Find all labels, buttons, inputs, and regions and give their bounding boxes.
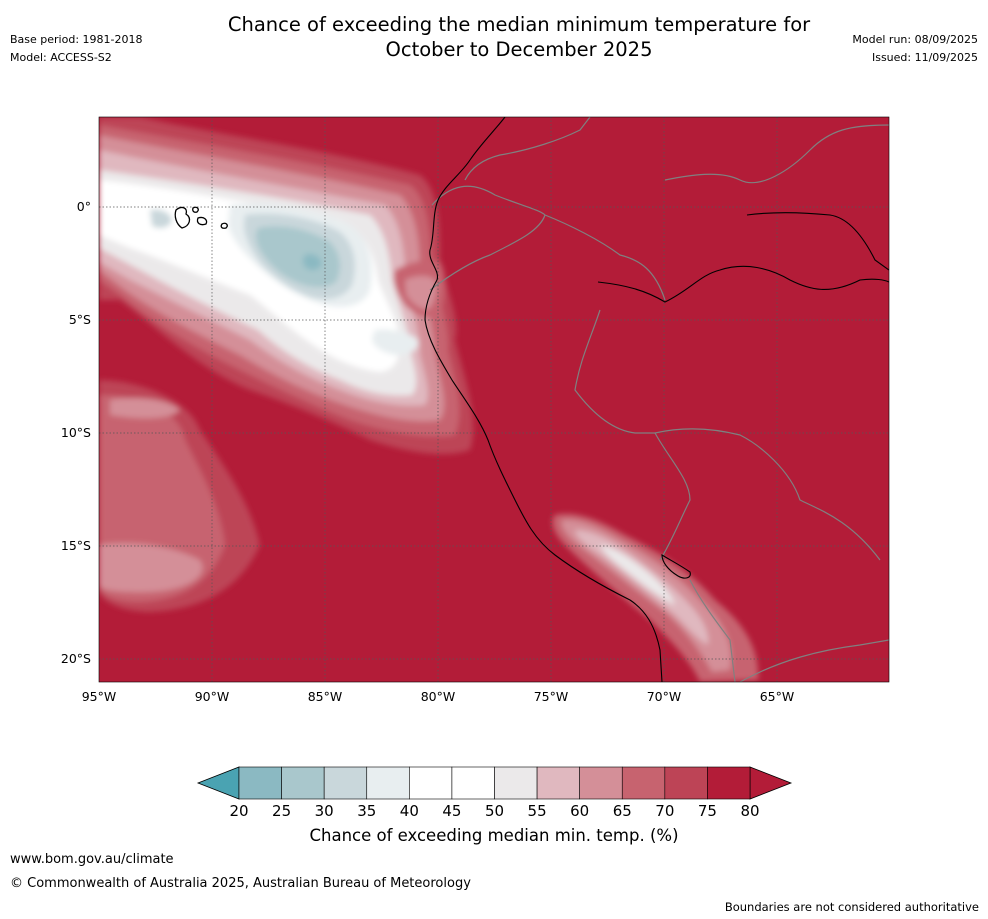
- colorbar-tick: 45: [442, 802, 461, 820]
- border-colombia-venezuela: [464, 117, 591, 181]
- coast-amazon-north: [746, 212, 889, 271]
- colorbar-tick: 80: [740, 802, 759, 820]
- colorbar-segment: [238, 766, 282, 800]
- band-30: [302, 253, 322, 271]
- lon-label: 85°W: [308, 689, 343, 704]
- coast-pacific: [424, 117, 663, 682]
- colorbar-segments: [238, 766, 751, 800]
- footer-url: www.bom.gov.au/climate: [10, 852, 174, 867]
- band-40-west: [150, 209, 172, 228]
- colorbar-segment: [494, 766, 538, 800]
- colorbar-tick: 65: [613, 802, 632, 820]
- colorbar: 20 25 30 35 40 45 50 55 60 65 70 75 80: [196, 766, 793, 820]
- issued-label: Issued: 11/09/2025: [871, 51, 978, 64]
- border-peru-brazil: [574, 309, 655, 434]
- colorbar-tick: 55: [528, 802, 547, 820]
- lon-label: 70°W: [647, 689, 682, 704]
- lon-label: 65°W: [760, 689, 795, 704]
- band-65-south: [99, 543, 203, 593]
- colorbar-segment: [451, 766, 495, 800]
- latitude-labels: 0° 5°S 10°S 15°S 20°S: [61, 199, 91, 666]
- national-borders: [429, 117, 889, 682]
- longitude-labels: 95°W 90°W 85°W 80°W 75°W 70°W 65°W: [82, 689, 795, 704]
- footer-copyright: © Commonwealth of Australia 2025, Austra…: [10, 876, 471, 891]
- border-bolivia-brazil: [654, 428, 881, 561]
- island-san-cristobal: [220, 222, 228, 229]
- colorbar-tick: 20: [229, 802, 248, 820]
- lat-label: 20°S: [61, 651, 91, 666]
- colorbar-tick-labels: 20 25 30 35 40 45 50 55 60 65 70 75 80: [229, 802, 759, 820]
- colorbar-segment: [707, 766, 751, 800]
- map-area: [99, 117, 889, 682]
- title-line-2: October to December 2025: [385, 38, 653, 61]
- lon-label: 95°W: [82, 689, 117, 704]
- band-45-east: [372, 329, 419, 355]
- colorbar-segment: [621, 766, 666, 800]
- graticule: [99, 117, 889, 682]
- colorbar-segment: [281, 766, 325, 800]
- colorbar-over-arrow: [749, 766, 793, 800]
- coast-amazon-river: [597, 265, 889, 303]
- probability-shading: [99, 117, 759, 682]
- colorbar-segment: [323, 766, 368, 800]
- border-bolivia-argentina: [739, 639, 889, 682]
- island-santa-cruz: [196, 216, 208, 226]
- border-venezuela-brazil: [664, 124, 889, 184]
- colorbar-title: Chance of exceeding median min. temp. (%…: [309, 826, 679, 845]
- island-isabela: [174, 206, 191, 229]
- colorbar-segment: [366, 766, 410, 800]
- colorbar-segment: [536, 766, 580, 800]
- island-santiago: [192, 206, 199, 213]
- meta-left: Base period: 1981-2018 Model: ACCESS-S2: [10, 31, 142, 67]
- lon-label: 80°W: [421, 689, 456, 704]
- lon-label: 90°W: [195, 689, 230, 704]
- colorbar-segment: [579, 766, 623, 800]
- meta-right: Model run: 08/09/2025 Issued: 11/09/2025: [852, 31, 978, 67]
- lake-titicaca: [661, 554, 691, 579]
- title-line-1: Chance of exceeding the median minimum t…: [227, 13, 811, 36]
- base-period-label: Base period: 1981-2018: [10, 33, 143, 46]
- band-south-coast-55: [600, 545, 675, 605]
- lat-label: 5°S: [69, 312, 91, 327]
- band-35: [255, 226, 340, 288]
- colorbar-tick: 30: [315, 802, 334, 820]
- colorbar-segment: [409, 766, 453, 800]
- band-65-mid: [110, 398, 180, 419]
- map-frame: [98, 116, 890, 683]
- model-label: Model: ACCESS-S2: [10, 51, 112, 64]
- border-colombia-ecuador: [431, 185, 546, 216]
- colorbar-tick: 70: [655, 802, 674, 820]
- coastlines: [424, 117, 889, 682]
- colorbar-segment: [664, 766, 708, 800]
- footer-boundaries-note: Boundaries are not considered authoritat…: [724, 900, 979, 914]
- border-colombia-brazil: [544, 214, 666, 301]
- colorbar-tick: 40: [400, 802, 419, 820]
- colorbar-tick: 75: [698, 802, 717, 820]
- map-title: Chance of exceeding the median minimum t…: [0, 12, 988, 62]
- band-south-coast-60: [575, 530, 709, 645]
- colorbar-tick: 35: [357, 802, 376, 820]
- colorbar-tick: 25: [272, 802, 291, 820]
- band-coast-north-inner: [405, 275, 437, 310]
- colorbar-under-arrow: [196, 766, 240, 800]
- colorbar-tick: 60: [570, 802, 589, 820]
- border-bolivia-chile: [689, 579, 736, 682]
- border-peru-bolivia: [654, 432, 691, 561]
- lat-label: 15°S: [61, 538, 91, 553]
- galapagos-islands: [174, 206, 228, 229]
- model-run-label: Model run: 08/09/2025: [852, 33, 978, 46]
- lat-label: 0°: [77, 199, 91, 214]
- lat-label: 10°S: [61, 425, 91, 440]
- lon-label: 75°W: [534, 689, 569, 704]
- colorbar-tick: 50: [485, 802, 504, 820]
- border-ecuador-peru: [429, 214, 546, 291]
